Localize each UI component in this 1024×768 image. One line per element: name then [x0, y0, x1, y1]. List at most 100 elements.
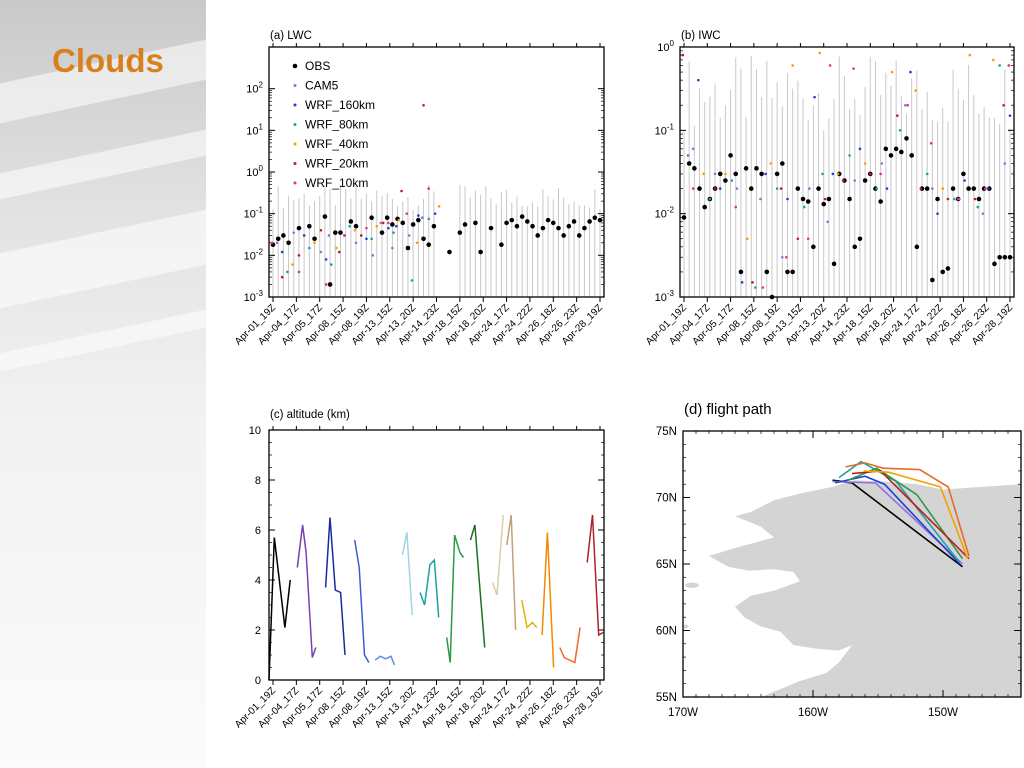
iwc-point-wrf_10km — [806, 237, 810, 241]
iwc-point-wrf_10km — [734, 205, 738, 209]
iwc-point-obs — [935, 196, 940, 202]
lwc-point-wrf_20km — [359, 234, 363, 237]
iwc-point-obs — [733, 171, 739, 177]
map-xtick-label: 160W — [798, 707, 828, 719]
lwc-point-wrf_160km — [417, 214, 420, 217]
altitude-line — [374, 655, 396, 666]
alt-title: (c) altitude (km) — [270, 409, 350, 421]
iwc-point-obs — [971, 186, 977, 191]
iwc-point-obs — [857, 236, 863, 242]
iwc-point-cam5 — [931, 187, 934, 190]
flight-path — [845, 462, 970, 557]
iwc-point-cam5 — [880, 162, 884, 165]
iwc-point-wrf_160km — [986, 187, 990, 190]
iwc-point-wrf_10km — [1007, 64, 1011, 67]
lwc-point-obs — [499, 242, 504, 247]
lwc-point-wrf_10km — [387, 221, 390, 225]
lwc-point-wrf_40km — [313, 241, 316, 245]
lwc-point-wrf_80km — [329, 263, 333, 266]
altitude-line — [559, 627, 581, 664]
altitude-line — [506, 514, 517, 631]
iwc-point-wrf_160km — [740, 281, 744, 284]
iwc-point-wrf_20km — [868, 172, 872, 176]
lwc-point-wrf_80km — [410, 279, 414, 282]
lwc-point-wrf_160km — [395, 224, 398, 228]
iwc-point-obs — [831, 261, 837, 267]
iwc-point-obs — [950, 186, 956, 191]
lwc-point-wrf_10km — [343, 234, 346, 237]
iwc-point-obs — [1002, 254, 1008, 260]
lwc-point-wrf_160km — [387, 226, 390, 230]
iwc-point-wrf_20km — [919, 187, 923, 190]
flight-path — [847, 467, 964, 560]
iwc-point-wrf_20km — [796, 237, 800, 241]
iwc-point-obs — [759, 171, 764, 177]
iwc-point-obs — [821, 201, 827, 207]
iwc-point-wrf_40km — [818, 51, 822, 55]
lwc-point-obs — [327, 282, 333, 287]
lwc-point-obs — [566, 223, 572, 229]
iwc-point-wrf_80km — [802, 205, 806, 209]
lwc-ytick-label: 10-2 — [244, 247, 264, 262]
iwc-point-cam5 — [904, 103, 907, 107]
map-ytick-label: 65N — [656, 559, 677, 571]
iwc-point-wrf_80km — [708, 197, 712, 201]
lwc-point-cam5 — [327, 234, 331, 237]
lwc-point-wrf_10km — [427, 187, 431, 190]
lwc-point-wrf_160km — [324, 258, 328, 261]
iwc-point-obs — [904, 136, 909, 141]
iwc-point-cam5 — [981, 212, 985, 215]
iwc-point-obs — [976, 196, 982, 202]
iwc-point-wrf_80km — [686, 154, 690, 157]
iwc-point-wrf_10km — [828, 64, 832, 67]
lwc-point-obs — [535, 233, 541, 238]
lwc-ytick-label: 10-1 — [244, 206, 264, 221]
lwc-point-obs — [540, 225, 546, 231]
map-ytick-label: 75N — [656, 426, 677, 438]
lwc-point-obs — [488, 225, 494, 231]
iwc-ytick-label: 100 — [657, 39, 674, 54]
lwc-point-obs — [478, 249, 483, 255]
lwc-point-wrf_20km — [381, 221, 385, 225]
iwc-point-wrf_10km — [984, 187, 987, 190]
lwc-point-wrf_80km — [392, 231, 395, 234]
map-xtick-label: 170W — [668, 707, 698, 719]
iwc-point-wrf_40km — [890, 70, 894, 74]
kodiak-island — [904, 659, 917, 668]
lwc-point-wrf_10km — [270, 241, 274, 245]
iwc-point-wrf_160km — [909, 70, 912, 74]
altitude-line — [491, 514, 504, 596]
lwc-point-wrf_10km — [324, 283, 328, 286]
iwc-point-wrf_10km — [906, 103, 910, 107]
lwc-point-obs — [296, 225, 302, 231]
lwc-point-obs — [400, 220, 406, 226]
iwc-point-obs — [1007, 254, 1013, 260]
altitude-line — [469, 524, 486, 648]
iwc-point-wrf_10km — [784, 255, 788, 259]
legend-marker-cam5 — [293, 84, 297, 87]
iwc-point-cam5 — [781, 255, 784, 259]
iwc-point-obs — [961, 171, 966, 177]
iwc-point-cam5 — [853, 179, 857, 182]
iwc-point-obs — [692, 166, 697, 171]
island — [683, 624, 689, 629]
slide-title: Clouds — [52, 42, 164, 79]
iwc-point-wrf_40km — [968, 53, 972, 57]
lwc-point-wrf_160km — [280, 250, 284, 254]
iwc-point-wrf_40km — [863, 162, 867, 165]
lwc-point-wrf_10km — [405, 212, 409, 215]
iwc-point-wrf_20km — [896, 114, 899, 117]
iwc-point-wrf_80km — [730, 179, 734, 182]
iwc-point-wrf_40km — [769, 162, 773, 165]
lwc-point-cam5 — [292, 231, 296, 234]
legend-marker-wrf_40km — [293, 142, 297, 146]
iwc-point-obs — [743, 166, 749, 171]
legend-marker-obs — [292, 63, 298, 69]
iwc-point-wrf_160km — [963, 179, 966, 182]
lwc-point-wrf_20km — [297, 254, 301, 257]
iwc-point-wrf_10km — [929, 141, 933, 145]
iwc-point-cam5 — [713, 172, 717, 176]
altitude-line — [419, 558, 440, 618]
lwc-point-wrf_20km — [422, 103, 425, 107]
iwc-point-wrf_20km — [946, 197, 950, 201]
